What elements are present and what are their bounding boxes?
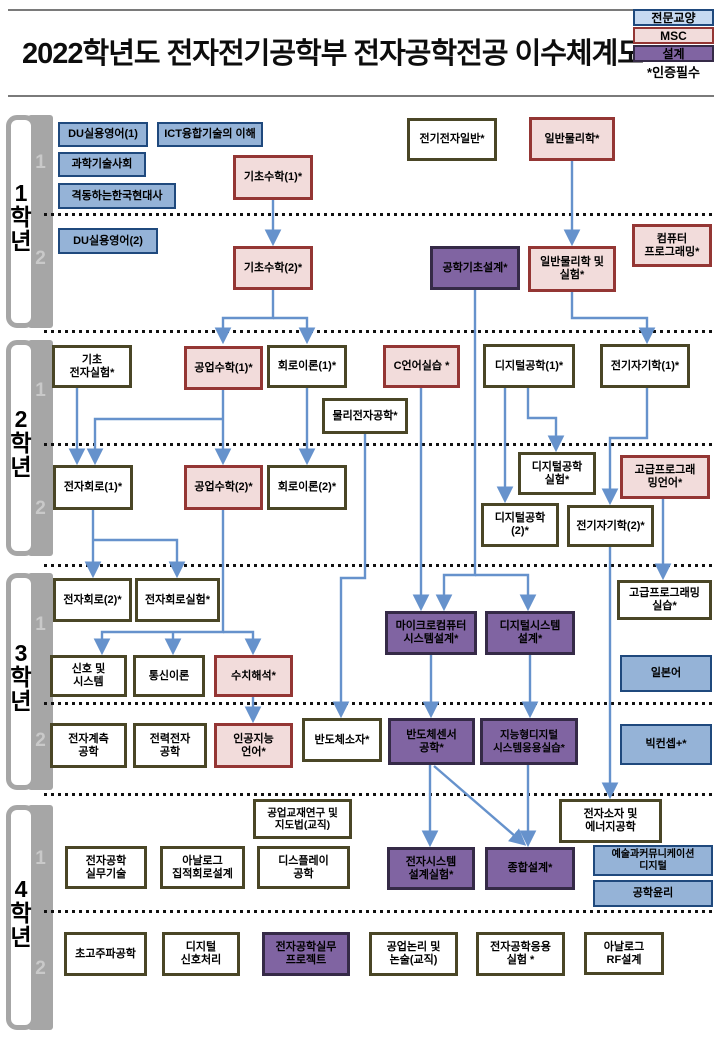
course-box: 물리전자공학* [322,398,408,434]
semester-number: 2 [35,248,46,269]
course-box: 일반물리학* [529,117,615,161]
prerequisite-arrow [435,290,477,612]
header-top-rule [8,9,714,11]
course-box: 전자회로실험* [135,578,220,622]
certification-required-note: *인증필수 [647,65,700,80]
course-box: C언어실습 * [383,345,460,388]
course-box: DU실용영어(2) [58,228,158,254]
course-box: 격동하는한국현대사 [58,183,176,209]
course-box: 디지털공학 실험* [518,452,596,495]
prerequisite-arrow [526,388,565,453]
course-box: 회로이론(1)* [267,345,347,388]
semester-number: 2 [35,958,46,979]
semester-number: 1 [35,614,46,635]
course-box: 종합설계* [485,847,575,890]
course-box: 과학기술사회 [58,152,146,177]
course-box: 고급프로그래 밍언어* [620,455,710,499]
semester-number: 1 [35,848,46,869]
course-box: 컴퓨터 프로그래밍* [632,224,712,267]
course-box: 아날로그 RF설계 [584,932,664,975]
course-box: 디스플레이 공학 [257,846,350,889]
course-box: 지능형디지털 시스템응용실습* [480,718,578,765]
prerequisite-arrow [273,316,316,345]
course-box: 디지털 신호처리 [162,932,240,976]
course-box: 인공지능 언어* [214,723,293,768]
year-label: 1 학 년 [10,179,32,254]
semester-number: 2 [35,498,46,519]
course-box: 전기자기학(1)* [600,344,690,388]
legend-item-general-education: 전문교양 [633,9,714,26]
course-box: 일반물리학 및 실험* [528,246,616,292]
course-box: ICT융합기술의 이해 [157,122,263,147]
year-bracket [6,115,36,328]
header-bottom-rule [8,95,714,97]
semester-number: 2 [35,730,46,751]
course-box: 일본어 [620,655,712,692]
course-box: 고급프로그래밍 실습* [617,580,712,620]
semester-divider-line [44,213,716,216]
course-box: 전자회로(1)* [53,465,133,510]
prerequisite-arrow [475,573,537,612]
course-box: 마이크로컴퓨터 시스템설계* [385,611,477,655]
course-box: 전자공학응용 실험 * [476,932,565,976]
course-box: 전자소자 및 에너지공학 [559,799,662,843]
course-box: 빅컨셉+* [620,724,712,765]
course-box: 통신이론 [133,655,205,697]
year-label: 4 학 년 [10,875,32,950]
course-box: 디지털시스템 설계* [485,611,575,655]
course-box: 디지털공학(1)* [483,344,575,388]
semester-divider-line [44,910,716,913]
course-box: 예술과커뮤니케이션 디지털 [593,845,713,876]
year-label: 2 학 년 [10,406,32,481]
year-bracket [6,805,36,1030]
semester-divider-line [44,702,716,705]
year-bracket [6,573,36,790]
semester-number: 1 [35,152,46,173]
course-box: 공학기초설계* [430,246,520,290]
page-title: 2022학년도 전자전기공학부 전자공학전공 이수체계도 [22,38,644,70]
course-box: 기초수학(1)* [233,155,313,200]
course-box: DU실용영어(1) [58,122,148,147]
course-box: 전자회로(2)* [53,578,132,622]
semester-number: 1 [35,380,46,401]
course-box: 전자계측 공학 [50,723,127,768]
course-box: 회로이론(2)* [267,465,347,510]
legend-item-design: 설계 [633,45,714,62]
course-box: 기초 전자실험* [52,345,132,388]
prerequisite-arrow [433,765,527,846]
legend-item-msc: MSC [633,27,714,44]
course-box: 공업수학(2)* [184,465,263,510]
prerequisite-arrow [86,417,223,466]
year-boundary-line [44,793,716,796]
course-box: 전자시스템 설계실험* [387,847,475,890]
prerequisite-arrow [93,538,186,579]
course-box: 공업교재연구 및 지도법(교직) [253,799,352,839]
year-boundary-line [44,330,716,333]
year-label: 3 학 년 [10,639,32,714]
course-box: 아날로그 집적회로설계 [160,846,245,889]
course-box: 공학윤리 [593,880,713,907]
course-box: 공업수학(1)* [184,346,263,390]
course-box: 전자공학실무 프로젝트 [262,932,350,976]
prerequisite-arrow [223,630,262,656]
course-box: 기초수학(2)* [233,246,313,290]
course-box: 디지털공학 (2)* [481,503,559,547]
course-box: 전력전자 공학 [133,723,207,768]
year-boundary-line [44,564,716,567]
course-box: 반도체센서 공학* [388,718,475,765]
course-box: 공업논리 및 논술(교직) [369,932,458,976]
semester-divider-line [44,443,716,446]
course-box: 전자공학 실무기술 [65,846,147,889]
course-box: 반도체소자* [302,718,382,762]
course-box: 전기자기학(2)* [567,505,654,547]
course-box: 초고주파공학 [64,932,147,976]
course-box: 신호 및 시스템 [50,655,127,697]
year-bracket [6,340,36,556]
course-box: 전기전자일반* [407,118,497,161]
course-box: 수치해석* [214,655,293,697]
